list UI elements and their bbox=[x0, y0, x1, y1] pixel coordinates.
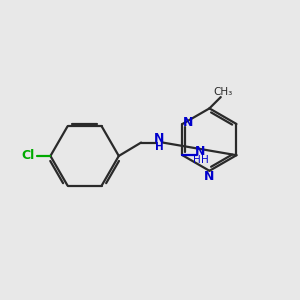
Text: H: H bbox=[154, 142, 163, 152]
Text: H: H bbox=[201, 155, 208, 165]
Text: CH₃: CH₃ bbox=[214, 87, 233, 97]
Text: N: N bbox=[154, 132, 164, 145]
Text: N: N bbox=[204, 170, 214, 183]
Text: Cl: Cl bbox=[21, 149, 35, 162]
Text: N: N bbox=[195, 145, 206, 158]
Text: H: H bbox=[193, 155, 200, 165]
Text: N: N bbox=[183, 116, 193, 129]
